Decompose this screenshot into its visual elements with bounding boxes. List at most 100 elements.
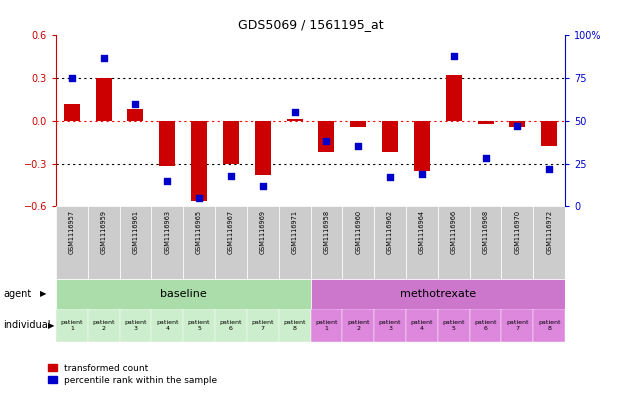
Point <box>130 101 140 107</box>
Bar <box>446 75 461 121</box>
Bar <box>469 309 502 342</box>
Point <box>449 53 459 59</box>
Text: patient
6: patient 6 <box>220 320 242 331</box>
Bar <box>96 78 112 121</box>
Text: GSM1116962: GSM1116962 <box>387 210 393 254</box>
Bar <box>310 309 342 342</box>
Bar <box>374 206 406 279</box>
Text: GSM1116967: GSM1116967 <box>228 210 234 254</box>
Bar <box>319 121 334 152</box>
Bar <box>469 206 502 279</box>
Bar <box>247 309 279 342</box>
Bar <box>191 121 207 200</box>
Text: patient
6: patient 6 <box>474 320 497 331</box>
Text: patient
7: patient 7 <box>506 320 528 331</box>
Point <box>481 155 491 162</box>
Point <box>258 183 268 189</box>
Bar <box>382 121 398 152</box>
Bar <box>64 104 79 121</box>
Legend: transformed count, percentile rank within the sample: transformed count, percentile rank withi… <box>48 364 217 385</box>
Text: GSM1116968: GSM1116968 <box>483 210 489 254</box>
Text: patient
4: patient 4 <box>156 320 178 331</box>
Title: GDS5069 / 1561195_at: GDS5069 / 1561195_at <box>238 18 383 31</box>
Text: baseline: baseline <box>160 289 207 299</box>
Bar <box>279 309 310 342</box>
Text: patient
3: patient 3 <box>124 320 147 331</box>
Text: GSM1116957: GSM1116957 <box>69 210 75 254</box>
Text: patient
8: patient 8 <box>283 320 306 331</box>
Text: GSM1116966: GSM1116966 <box>451 210 456 254</box>
Text: patient
3: patient 3 <box>379 320 401 331</box>
Text: GSM1116970: GSM1116970 <box>514 210 520 254</box>
Point <box>417 171 427 177</box>
Bar <box>247 206 279 279</box>
Bar <box>183 206 215 279</box>
Bar <box>56 206 88 279</box>
Bar <box>215 309 247 342</box>
Bar <box>183 309 215 342</box>
Text: GSM1116971: GSM1116971 <box>292 210 297 254</box>
Bar <box>255 121 271 175</box>
Point <box>385 174 395 180</box>
Bar <box>127 110 143 121</box>
Point <box>353 143 363 150</box>
Point <box>226 173 236 179</box>
Point <box>512 123 522 129</box>
Bar <box>342 309 374 342</box>
Bar <box>88 206 119 279</box>
Point <box>194 195 204 201</box>
Point <box>99 55 109 61</box>
Text: agent: agent <box>3 289 31 299</box>
Bar <box>88 309 119 342</box>
Bar <box>56 279 310 309</box>
Bar <box>215 206 247 279</box>
Text: patient
8: patient 8 <box>538 320 560 331</box>
Point <box>67 75 77 81</box>
Bar <box>478 121 494 124</box>
Text: patient
2: patient 2 <box>93 320 115 331</box>
Text: GSM1116969: GSM1116969 <box>260 210 266 254</box>
Bar <box>310 206 342 279</box>
Bar <box>542 121 557 147</box>
Bar <box>342 206 374 279</box>
Text: GSM1116958: GSM1116958 <box>324 210 329 254</box>
Bar <box>152 206 183 279</box>
Bar <box>119 206 152 279</box>
Bar <box>414 121 430 171</box>
Point <box>544 165 554 172</box>
Text: ▶: ▶ <box>40 289 47 298</box>
Point <box>162 178 172 184</box>
Text: patient
4: patient 4 <box>410 320 433 331</box>
Bar <box>509 121 525 127</box>
Bar <box>279 206 310 279</box>
Text: GSM1116972: GSM1116972 <box>546 210 552 254</box>
Text: patient
5: patient 5 <box>443 320 465 331</box>
Text: GSM1116961: GSM1116961 <box>132 210 138 254</box>
Text: GSM1116959: GSM1116959 <box>101 210 107 254</box>
Bar <box>438 309 469 342</box>
Text: patient
1: patient 1 <box>315 320 338 331</box>
Text: GSM1116965: GSM1116965 <box>196 210 202 254</box>
Text: GSM1116960: GSM1116960 <box>355 210 361 254</box>
Bar <box>406 309 438 342</box>
Text: patient
2: patient 2 <box>347 320 369 331</box>
Bar <box>406 206 438 279</box>
Bar <box>223 121 239 163</box>
Bar <box>287 119 302 121</box>
Point <box>289 109 299 116</box>
Bar <box>533 206 565 279</box>
Bar <box>502 206 533 279</box>
Bar <box>438 206 469 279</box>
Text: GSM1116963: GSM1116963 <box>165 210 170 254</box>
Bar <box>502 309 533 342</box>
Point <box>322 138 332 145</box>
Text: patient
1: patient 1 <box>61 320 83 331</box>
Bar <box>56 309 88 342</box>
Bar <box>533 309 565 342</box>
Bar <box>350 121 366 127</box>
Text: GSM1116964: GSM1116964 <box>419 210 425 254</box>
Text: ▶: ▶ <box>48 321 55 330</box>
Bar <box>310 279 565 309</box>
Text: patient
5: patient 5 <box>188 320 211 331</box>
Bar <box>374 309 406 342</box>
